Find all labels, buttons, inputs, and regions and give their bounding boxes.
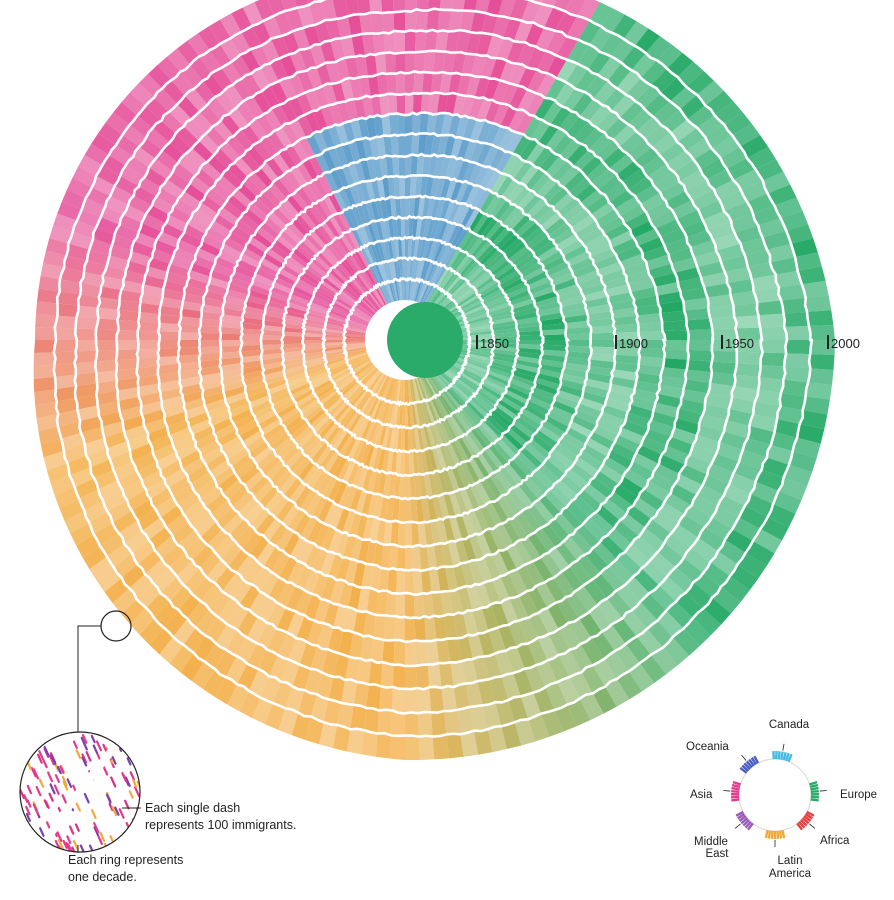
decade-label-1950: 1950: [725, 336, 754, 351]
decade-ring-boundary: [135, 70, 715, 644]
decade-ring-boundary: [176, 111, 667, 596]
dash-note-line-1: Each single dash: [145, 801, 240, 815]
decade-label-2000: 2000: [831, 336, 860, 351]
decade-marker-1900: 1900: [615, 335, 648, 351]
legend-slice-africa: [796, 810, 816, 831]
legend-ring: [738, 758, 812, 832]
zoom-callout: Each single dash represents 100 immigran…: [19, 610, 296, 884]
legend-label-africa: Africa: [820, 835, 850, 847]
decade-ring-boundary: [94, 28, 764, 691]
legend-label-america: America: [769, 868, 812, 880]
decade-ring-boundary: [52, 0, 814, 738]
legend-slice-oceania: [739, 754, 760, 774]
decade-marker-1950: 1950: [721, 335, 754, 351]
legend-label-latin: Latin: [778, 855, 803, 867]
decade-ring-boundary: [156, 91, 691, 620]
decade-marker-1850: 1850: [476, 335, 509, 351]
legend-slice-canada: [772, 743, 793, 763]
legend-label-east: East: [705, 848, 729, 860]
zoom-connector-line: [77, 625, 101, 733]
legend-label-middle: Middle: [694, 836, 728, 848]
decade-ring-boundary: [259, 194, 571, 501]
legend-label-europe: Europe: [840, 789, 877, 801]
decade-ring-boundary: [114, 49, 740, 668]
legend-label-asia: Asia: [690, 789, 713, 801]
ring-note-line-1: Each ring represents: [68, 853, 183, 867]
zoom-target-circle: [100, 610, 132, 642]
decade-marker-2000: 2000: [827, 335, 860, 351]
decade-ring-boundary: [341, 276, 472, 407]
legend-slice-latin-america: [764, 829, 786, 847]
legend-label-canada: Canada: [769, 719, 810, 731]
tree-ring-disc: [33, 0, 835, 760]
core-decade: [387, 302, 463, 378]
decade-label-1850: 1850: [480, 336, 509, 351]
legend-label-oceania: Oceania: [686, 741, 729, 753]
decade-ring-boundary: [197, 132, 642, 573]
decade-ring-boundary: [300, 235, 521, 454]
decade-ring-boundary: [280, 214, 545, 478]
decade-ring-boundary: [218, 152, 618, 549]
decade-label-1900: 1900: [619, 336, 648, 351]
legend-slice-middle-east: [734, 810, 754, 831]
zoom-circle: [19, 731, 141, 853]
legend-slice-europe: [809, 780, 827, 802]
ring-note-line-2: one decade.: [68, 870, 137, 884]
region-legend: Canada Europe Africa Latin America Middl…: [686, 719, 877, 880]
decade-ring-boundary: [238, 173, 593, 525]
dash-note-line-2: represents 100 immigrants.: [145, 818, 296, 832]
decade-ring-boundary: [321, 256, 496, 430]
decade-ring-boundary: [73, 7, 789, 715]
decade-markers: 1850 1900 1950 2000: [476, 335, 860, 351]
legend-slice-asia: [723, 780, 741, 802]
